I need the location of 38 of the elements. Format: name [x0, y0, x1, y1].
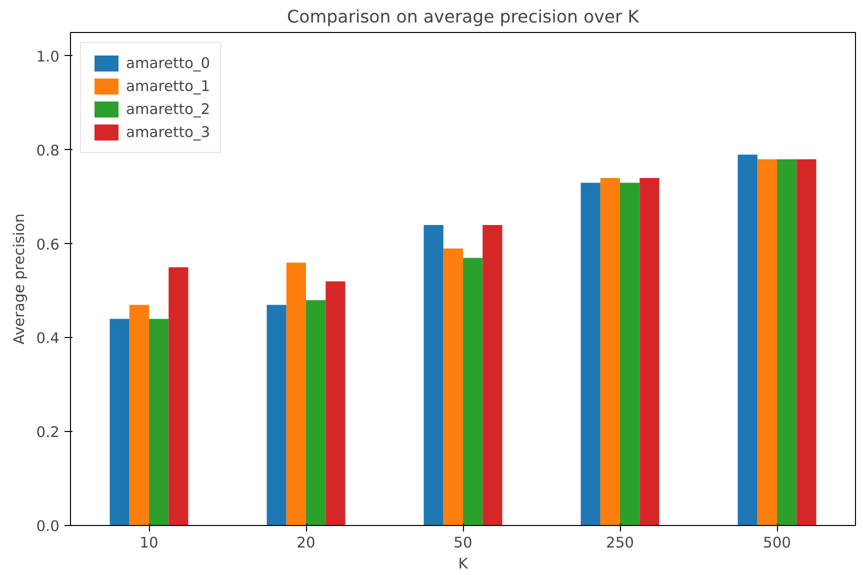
y-tick-label: 0.4	[36, 330, 60, 348]
x-tick-label: 20	[296, 534, 316, 552]
bar	[600, 178, 620, 526]
x-axis-title: K	[458, 556, 468, 572]
x-tick-label: 10	[140, 534, 158, 552]
bar	[168, 267, 188, 526]
legend-label: amaretto_1	[126, 78, 210, 94]
legend-label: amaretto_3	[126, 124, 210, 140]
bar	[110, 318, 130, 526]
y-tick-label: 0.8	[36, 142, 60, 160]
legend-label: amaretto_0	[126, 54, 210, 72]
x-tick-label: 50	[454, 534, 472, 552]
y-tick-label: 0.0	[36, 518, 60, 535]
y-axis-title: Average precision	[11, 214, 28, 344]
chart-title: Comparison on average precision over K	[287, 8, 640, 28]
bar	[424, 225, 444, 526]
bar	[738, 154, 758, 526]
bar	[580, 182, 600, 526]
y-tick-label: 0.2	[36, 424, 60, 442]
bar	[129, 304, 149, 526]
bar	[620, 182, 640, 526]
bar	[306, 300, 326, 526]
x-tick-label: 500	[763, 534, 791, 552]
bar	[757, 159, 777, 526]
bar	[777, 159, 797, 526]
x-tick-label: 250	[606, 534, 634, 552]
bar	[463, 258, 483, 526]
legend-label: amaretto_2	[126, 100, 210, 118]
bar	[640, 178, 660, 526]
bar	[326, 281, 346, 526]
bar	[149, 318, 169, 526]
bar	[796, 159, 816, 526]
bar	[482, 225, 502, 526]
y-tick-label: 1.0	[36, 48, 60, 66]
bar	[266, 304, 286, 526]
bar	[443, 248, 463, 526]
y-tick-label: 0.6	[36, 236, 60, 254]
bar	[286, 262, 306, 526]
